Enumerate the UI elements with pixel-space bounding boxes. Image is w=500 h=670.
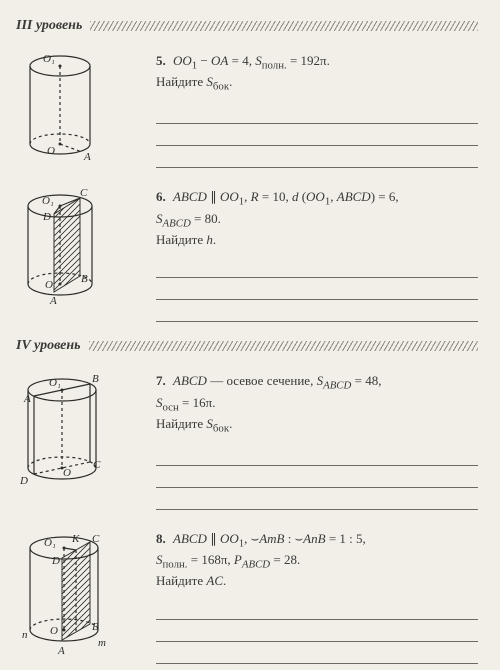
problem-8-text: 8. ABCD ∥ OO1, ⌣AmB : ⌣AnB = 1 : 5,Sполн… xyxy=(156,530,478,590)
problem-6-figure: O₁ O C D B A xyxy=(16,184,136,312)
answer-line[interactable] xyxy=(156,622,478,642)
svg-text:A: A xyxy=(57,645,65,657)
answer-line[interactable] xyxy=(156,490,478,510)
answer-line[interactable] xyxy=(156,600,478,620)
problem-7-body: ABCD — осевое сечение, SABCD = 48,Sосн =… xyxy=(156,373,381,430)
svg-text:O₁: O₁ xyxy=(49,377,61,389)
problem-7-text: 7. ABCD — осевое сечение, SABCD = 48,Sос… xyxy=(156,372,478,436)
problem-8-figure: O₁ O K C D B A m n xyxy=(16,526,136,666)
svg-text:C: C xyxy=(93,459,101,471)
svg-text:D: D xyxy=(51,555,60,567)
answer-line[interactable] xyxy=(156,258,478,278)
problem-5-number: 5. xyxy=(156,53,166,68)
problem-5-body: OO1 − OA = 4, Sполн. = 192π.Найдите Sбок… xyxy=(156,53,330,89)
svg-text:A: A xyxy=(49,295,57,307)
svg-text:O₁: O₁ xyxy=(42,195,54,207)
answer-line[interactable] xyxy=(156,126,478,146)
problem-8-number: 8. xyxy=(156,531,166,546)
svg-text:A: A xyxy=(23,393,31,405)
svg-text:A: A xyxy=(83,151,91,163)
svg-text:O: O xyxy=(47,145,55,157)
answer-line[interactable] xyxy=(156,280,478,300)
level-3-divider xyxy=(90,21,478,31)
answer-line[interactable] xyxy=(156,148,478,168)
svg-text:C: C xyxy=(92,533,100,545)
level-4-divider xyxy=(89,341,478,351)
svg-text:O: O xyxy=(45,279,53,291)
svg-text:D: D xyxy=(19,475,28,487)
answer-line[interactable] xyxy=(156,446,478,466)
problem-7-number: 7. xyxy=(156,373,166,388)
level-3-title: III уровень xyxy=(16,18,82,34)
problem-8: O₁ O K C D B A m n 8. ABCD ∥ OO1, ⌣AmB :… xyxy=(16,526,478,666)
problem-8-body: ABCD ∥ OO1, ⌣AmB : ⌣AnB = 1 : 5,Sполн. =… xyxy=(156,531,366,588)
svg-text:O₁: O₁ xyxy=(43,53,55,65)
problem-6-text: 6. ABCD ∥ OO1, R = 10, d (OO1, ABCD) = 6… xyxy=(156,188,478,248)
svg-text:C: C xyxy=(80,187,88,199)
svg-text:O: O xyxy=(63,467,71,479)
svg-text:n: n xyxy=(22,629,28,641)
problem-6: O₁ O C D B A 6. ABCD ∥ OO1, R = 10, d (O… xyxy=(16,184,478,324)
level-3-header: III уровень xyxy=(16,18,478,34)
answer-line[interactable] xyxy=(156,644,478,664)
level-4-title: IV уровень xyxy=(16,338,81,354)
problem-7-figure: O₁ O A B C D xyxy=(16,368,136,496)
problem-6-number: 6. xyxy=(156,189,166,204)
problem-7: O₁ O A B C D 7. ABCD — осевое сечение, S… xyxy=(16,368,478,512)
svg-text:B: B xyxy=(92,621,99,633)
problem-5-text: 5. OO1 − OA = 4, Sполн. = 192π.Найдите S… xyxy=(156,52,478,94)
svg-text:K: K xyxy=(71,533,80,545)
answer-line[interactable] xyxy=(156,468,478,488)
answer-line[interactable] xyxy=(156,302,478,322)
problem-5: O₁ O A 5. OO1 − OA = 4, Sполн. = 192π.На… xyxy=(16,48,478,170)
problem-6-body: ABCD ∥ OO1, R = 10, d (OO1, ABCD) = 6,SA… xyxy=(156,189,399,246)
answer-line[interactable] xyxy=(156,104,478,124)
level-4-header: IV уровень xyxy=(16,338,478,354)
svg-text:D: D xyxy=(42,211,51,223)
svg-text:O: O xyxy=(50,625,58,637)
svg-text:B: B xyxy=(81,273,88,285)
svg-text:m: m xyxy=(98,637,106,649)
problem-5-figure: O₁ O A xyxy=(16,48,136,168)
svg-text:B: B xyxy=(92,373,99,385)
svg-text:O₁: O₁ xyxy=(44,537,56,549)
